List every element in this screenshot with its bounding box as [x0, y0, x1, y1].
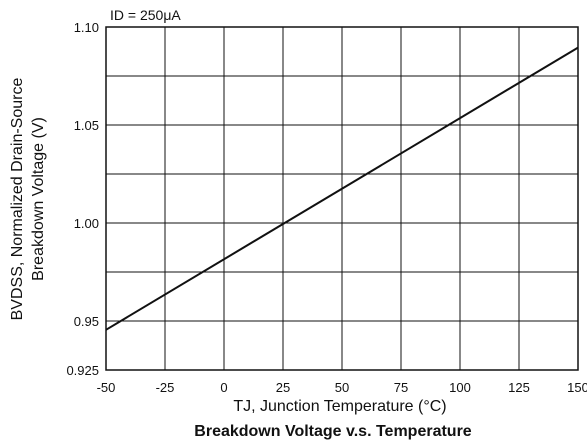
y-axis-label-line1: BVDSS, Normalized Drain-Source [9, 78, 26, 321]
y-tick-label: 1.00 [74, 216, 99, 231]
series [105, 46, 579, 331]
x-tick-label: 75 [394, 380, 408, 395]
plot-frame [105, 26, 579, 371]
y-tick-label: 0.95 [74, 314, 99, 329]
x-tick-label: 150 [567, 380, 587, 395]
grid [105, 26, 579, 370]
x-tick-label: -25 [156, 380, 175, 395]
x-tick-label: 25 [276, 380, 290, 395]
series-line [105, 46, 579, 331]
x-axis-label: TJ, Junction Temperature (°C) [233, 398, 446, 415]
x-tick-label: -50 [97, 380, 116, 395]
y-tick-label: 1.05 [74, 118, 99, 133]
x-tick-label: 125 [508, 380, 530, 395]
y-axis-label-line2: Breakdown Voltage (V) [30, 117, 47, 281]
y-tick-labels: 0.925 0.95 1.00 1.05 1.10 [66, 20, 99, 378]
x-tick-label: 50 [335, 380, 349, 395]
y-tick-label: 0.925 [66, 363, 99, 378]
test-condition-annotation: ID = 250μA [110, 7, 181, 23]
chart-title: Breakdown Voltage v.s. Temperature [194, 423, 472, 440]
x-tick-label: 100 [449, 380, 471, 395]
x-tick-label: 0 [220, 380, 227, 395]
x-tick-labels: -50 -25 0 25 50 75 100 125 150 [97, 380, 587, 395]
y-tick-label: 1.10 [74, 20, 99, 35]
